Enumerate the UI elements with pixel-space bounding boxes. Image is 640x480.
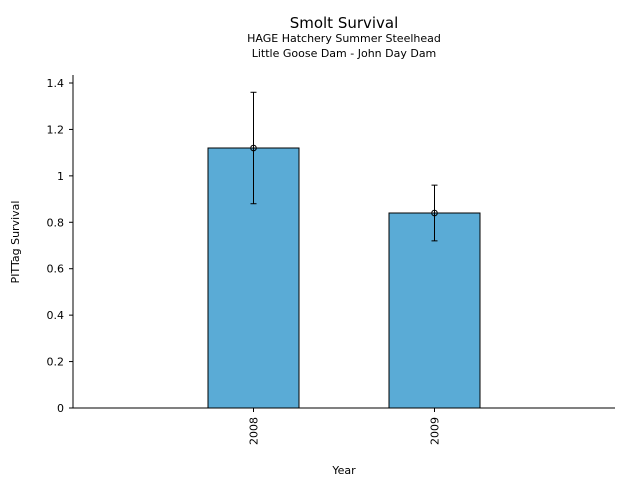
y-tick-label-3: 0.6 — [47, 263, 65, 276]
chart-subtitle-line-2: Little Goose Dam - John Day Dam — [252, 47, 437, 60]
plot-area: 0 0.2 0.4 0.6 0.8 1 1.2 1.4 2008 2009 — [47, 75, 615, 445]
point-marker-2008 — [250, 144, 257, 152]
x-tick-label-2008: 2008 — [248, 417, 261, 445]
chart-title: Smolt Survival — [290, 14, 399, 32]
chart-subtitle-line-1: HAGE Hatchery Summer Steelhead — [247, 32, 441, 45]
y-axis-label: PITTag Survival — [9, 201, 22, 284]
x-axis-label: Year — [331, 464, 356, 477]
y-tick-label-7: 1.4 — [47, 77, 65, 90]
y-tick-label-4: 0.8 — [47, 216, 65, 229]
bar-2009 — [388, 212, 481, 409]
y-tick-label-2: 0.4 — [47, 309, 65, 322]
y-tick-label-0: 0 — [57, 402, 64, 415]
point-marker-2009 — [431, 209, 438, 217]
y-tick-label-5: 1 — [57, 170, 64, 183]
y-tick-label-1: 0.2 — [47, 356, 65, 369]
y-tick-label-6: 1.2 — [47, 123, 65, 136]
x-tick-label-2009: 2009 — [429, 417, 442, 445]
